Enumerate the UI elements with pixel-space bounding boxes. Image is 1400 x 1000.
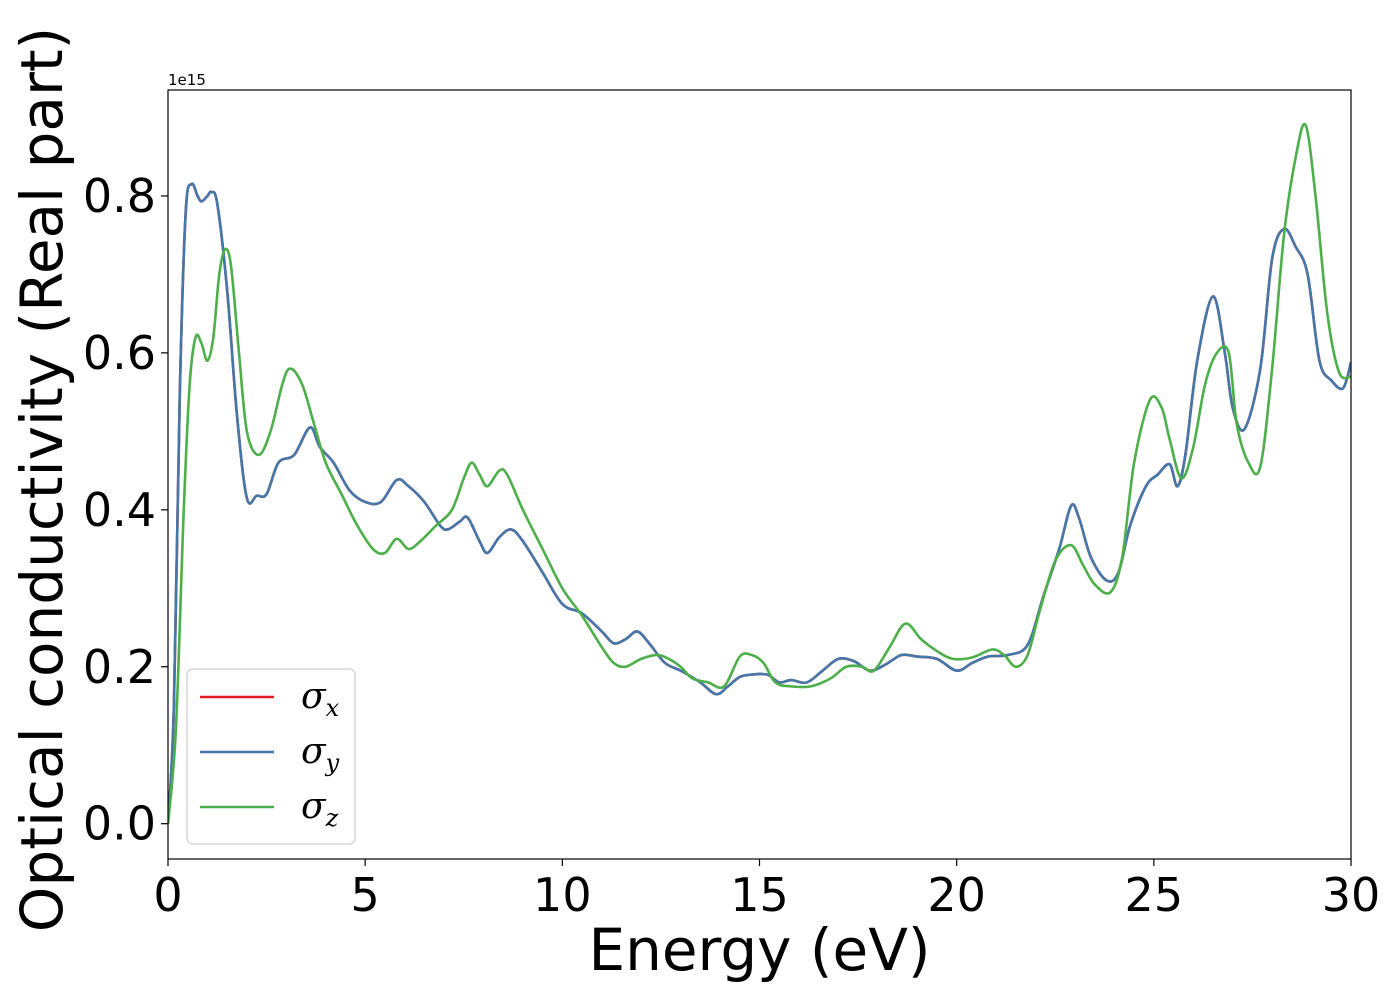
y-axis-label: Optical conductivity (Real part) xyxy=(8,27,76,932)
y-tick-label: 0.2 xyxy=(83,640,156,694)
x-tick-label: 15 xyxy=(730,868,789,922)
legend-label-x: σx xyxy=(301,676,340,722)
legend-label-y: σy xyxy=(301,731,340,777)
y-offset-label: 1e15 xyxy=(168,71,206,89)
y-axis: 0.0 0.2 0.4 0.6 0.8 xyxy=(83,169,168,851)
series-layer xyxy=(168,122,1351,824)
x-tick-label: 25 xyxy=(1125,868,1184,922)
series-line-z xyxy=(168,122,1351,824)
y-tick-label: 0.4 xyxy=(83,483,156,537)
x-tick-label: 30 xyxy=(1322,868,1381,922)
x-tick-label: 5 xyxy=(351,868,380,922)
legend-label-z: σz xyxy=(301,786,339,832)
y-tick-label: 0.0 xyxy=(83,797,156,851)
x-tick-label: 10 xyxy=(533,868,592,922)
series-line-y xyxy=(168,182,1351,824)
x-tick-label: 20 xyxy=(927,868,986,922)
y-tick-label: 0.8 xyxy=(83,169,156,223)
y-tick-label: 0.6 xyxy=(83,326,156,380)
x-axis: 0 5 10 15 20 25 30 xyxy=(153,859,1380,922)
legend: σx σy σz xyxy=(186,668,356,845)
legend-box xyxy=(186,668,356,845)
x-axis-label: Energy (eV) xyxy=(588,916,930,984)
x-tick-label: 0 xyxy=(153,868,182,922)
